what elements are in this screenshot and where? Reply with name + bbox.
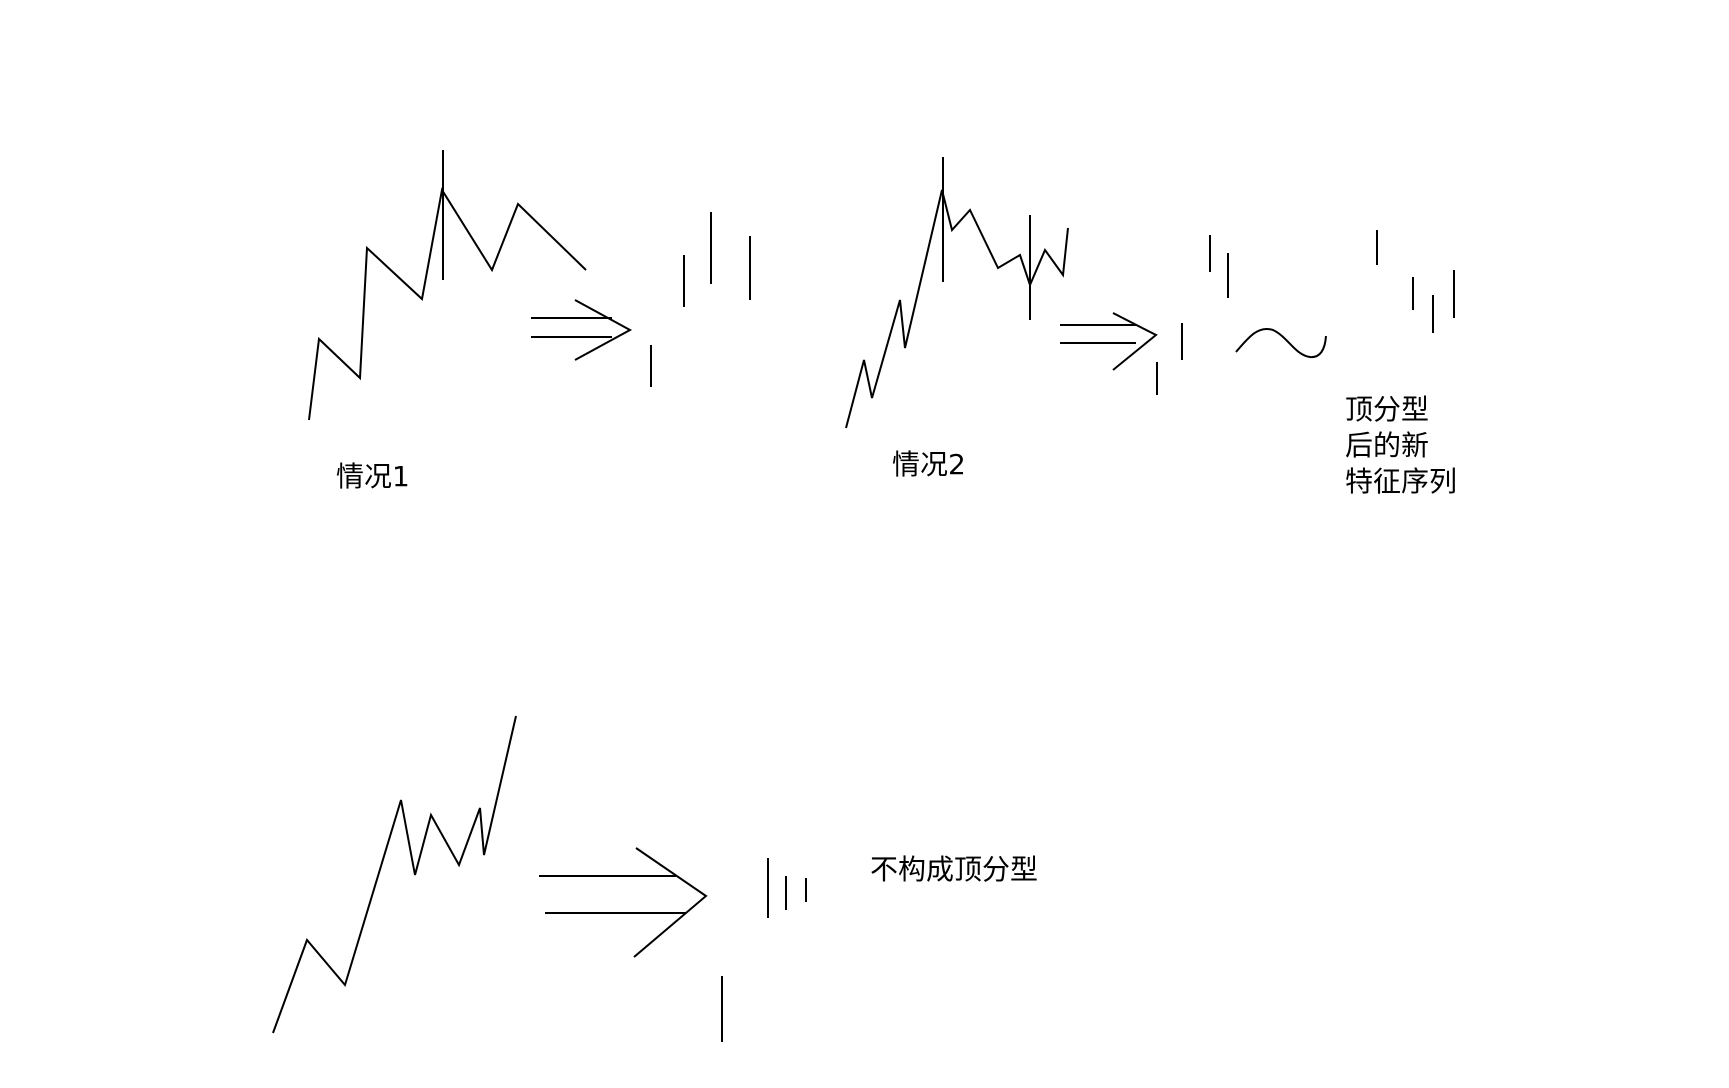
new-sequence-label-line1: 顶分型 (1345, 393, 1430, 426)
case1-label: 情况1 (336, 460, 410, 493)
new-sequence-label-line2: 后的新 (1345, 429, 1430, 462)
no-top-fractal-label: 不构成顶分型 (870, 853, 1039, 886)
case3-feature-bars (721, 858, 807, 1042)
case1-group (308, 150, 751, 421)
case2-double-arrow (1060, 312, 1158, 371)
case2-new-sequence-bars (1376, 230, 1455, 333)
case2-group (845, 157, 1455, 429)
case2-feature-bars (1156, 235, 1229, 395)
case1-double-arrow (531, 299, 633, 361)
case3-group (272, 715, 807, 1042)
case1-zigzag (308, 187, 587, 421)
case3-zigzag (272, 715, 517, 1034)
case1-feature-bars (650, 212, 751, 387)
new-sequence-label: 顶分型 后的新 特征序列 (1345, 392, 1457, 500)
case2-zigzag (845, 189, 1069, 429)
case2-label: 情况2 (892, 448, 966, 481)
case2-tilde-mark (1235, 327, 1327, 359)
new-sequence-label-line3: 特征序列 (1345, 465, 1458, 498)
case3-double-arrow (539, 847, 708, 958)
